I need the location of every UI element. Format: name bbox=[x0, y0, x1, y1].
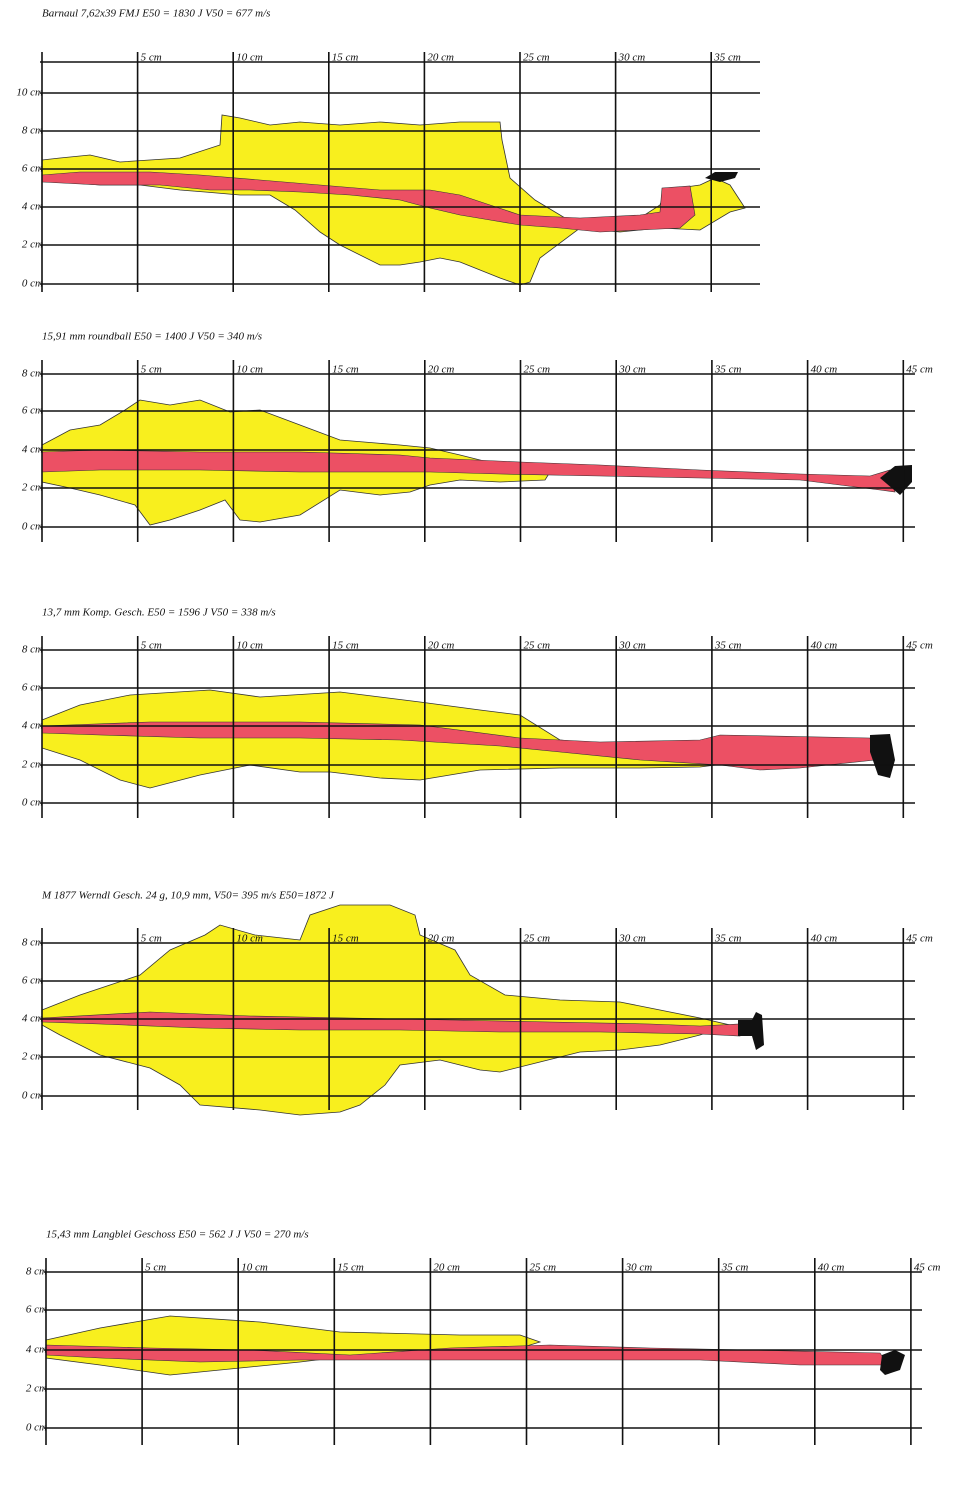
x-label: 5 cm bbox=[145, 1262, 166, 1274]
x-label: 5 cm bbox=[141, 933, 162, 945]
x-label: 35 cm bbox=[714, 640, 742, 652]
temporary-cavity bbox=[41, 114, 746, 286]
y-label: 6 cm bbox=[22, 405, 43, 417]
x-label: 25 cm bbox=[524, 364, 551, 376]
y-label: 0 cm bbox=[22, 521, 43, 533]
x-label: 20 cm bbox=[427, 52, 454, 64]
y-label: 0 cm bbox=[26, 1422, 47, 1434]
x-label: 30 cm bbox=[618, 933, 646, 945]
x-label: 30 cm bbox=[618, 640, 646, 652]
panel-title: Barnaul 7,62x39 FMJ E50 = 1830 J V50 = 6… bbox=[42, 8, 270, 20]
y-label: 4 cm bbox=[22, 720, 43, 732]
y-label: 8 cm bbox=[22, 644, 43, 656]
y-label: 0 cm bbox=[22, 797, 43, 809]
x-label: 15 cm bbox=[332, 52, 359, 64]
projectile bbox=[705, 172, 738, 182]
panel-title: 13,7 mm Komp. Gesch. E50 = 1596 J V50 = … bbox=[42, 607, 276, 619]
panel-title: M 1877 Werndl Gesch. 24 g, 10,9 mm, V50=… bbox=[41, 890, 335, 902]
y-label: 4 cm bbox=[22, 1013, 43, 1025]
x-label: 25 cm bbox=[524, 933, 551, 945]
x-label: 10 cm bbox=[236, 933, 263, 945]
x-label: 20 cm bbox=[428, 640, 455, 652]
y-label: 6 cm bbox=[26, 1304, 47, 1316]
x-label: 10 cm bbox=[236, 364, 263, 376]
x-label: 15 cm bbox=[337, 1262, 364, 1274]
y-label: 10 cm bbox=[16, 87, 43, 99]
x-label: 15 cm bbox=[332, 364, 359, 376]
x-label: 35 cm bbox=[721, 1262, 749, 1274]
x-label: 5 cm bbox=[141, 364, 162, 376]
y-label: 2 cm bbox=[22, 482, 43, 494]
y-label: 6 cm bbox=[22, 682, 43, 694]
y-label: 0 cm bbox=[22, 1090, 43, 1102]
x-label: 15 cm bbox=[332, 933, 359, 945]
y-label: 2 cm bbox=[26, 1383, 47, 1395]
x-label: 30 cm bbox=[625, 1262, 653, 1274]
permanent-cavity bbox=[41, 721, 876, 771]
x-label: 25 cm bbox=[524, 640, 551, 652]
x-label: 45 cm bbox=[906, 364, 933, 376]
x-label: 40 cm bbox=[818, 1262, 845, 1274]
y-label: 8 cm bbox=[22, 125, 43, 137]
y-label: 8 cm bbox=[22, 937, 43, 949]
y-label: 2 cm bbox=[22, 759, 43, 771]
projectile bbox=[738, 1012, 764, 1050]
x-label: 20 cm bbox=[428, 364, 455, 376]
x-label: 5 cm bbox=[141, 640, 162, 652]
x-label: 30 cm bbox=[618, 52, 646, 64]
y-label: 4 cm bbox=[26, 1344, 47, 1356]
x-label: 25 cm bbox=[530, 1262, 557, 1274]
x-label: 20 cm bbox=[433, 1262, 460, 1274]
y-label: 2 cm bbox=[22, 1051, 43, 1063]
x-label: 30 cm bbox=[618, 364, 646, 376]
x-label: 10 cm bbox=[241, 1262, 268, 1274]
x-label: 25 cm bbox=[523, 52, 550, 64]
y-label: 0 cm bbox=[22, 278, 43, 290]
temporary-cavity bbox=[45, 1315, 542, 1376]
x-label: 45 cm bbox=[906, 640, 933, 652]
y-label: 8 cm bbox=[22, 368, 43, 380]
x-label: 45 cm bbox=[914, 1262, 941, 1274]
permanent-cavity bbox=[41, 171, 696, 233]
x-label: 10 cm bbox=[236, 640, 263, 652]
x-label: 10 cm bbox=[236, 52, 263, 64]
y-label: 6 cm bbox=[22, 975, 43, 987]
shapes bbox=[41, 114, 912, 1376]
x-label: 35 cm bbox=[714, 364, 742, 376]
panel-title: 15,43 mm Langblei Geschoss E50 = 562 J J… bbox=[46, 1229, 309, 1241]
y-label: 4 cm bbox=[22, 444, 43, 456]
x-label: 15 cm bbox=[332, 640, 359, 652]
x-label: 40 cm bbox=[811, 364, 838, 376]
projectile bbox=[870, 734, 895, 778]
x-label: 20 cm bbox=[428, 933, 455, 945]
panel-title: 15,91 mm roundball E50 = 1400 J V50 = 34… bbox=[42, 331, 262, 343]
projectile bbox=[880, 1350, 905, 1375]
y-label: 8 cm bbox=[26, 1266, 47, 1278]
x-label: 35 cm bbox=[713, 52, 741, 64]
y-label: 2 cm bbox=[22, 239, 43, 251]
x-label: 40 cm bbox=[811, 640, 838, 652]
y-label: 6 cm bbox=[22, 163, 43, 175]
x-label: 5 cm bbox=[141, 52, 162, 64]
y-label: 4 cm bbox=[22, 201, 43, 213]
x-label: 45 cm bbox=[906, 933, 933, 945]
x-label: 40 cm bbox=[811, 933, 838, 945]
x-label: 35 cm bbox=[714, 933, 742, 945]
